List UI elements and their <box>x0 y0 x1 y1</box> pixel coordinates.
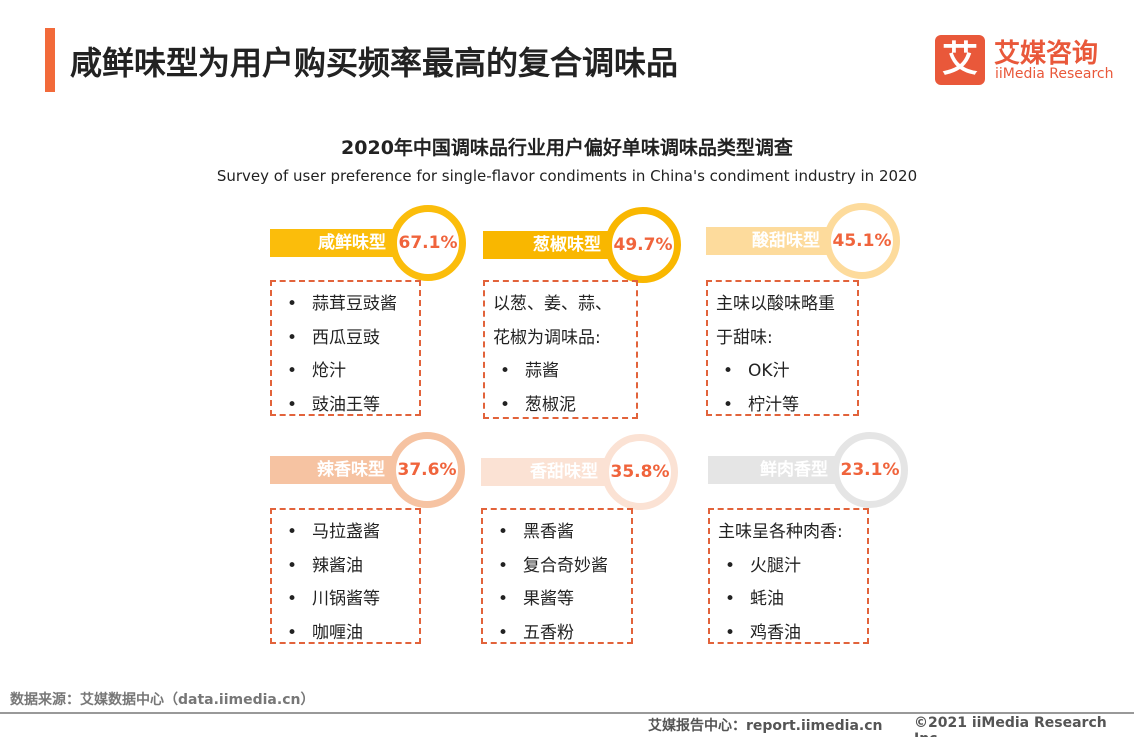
item-line: • 果酱等 <box>483 583 631 617</box>
detail-box: • 马拉盏酱 • 辣酱油 • 川锅酱等 • 咖喱油 <box>270 508 421 644</box>
logo-icon: 艾 <box>935 35 985 85</box>
item-line: • 咖喱油 <box>272 617 419 651</box>
item-line: • 豉油王等 <box>272 389 419 423</box>
item-text: 炝汁 <box>312 361 346 381</box>
item-text: 果酱等 <box>523 589 574 609</box>
bullet: • <box>286 361 298 381</box>
item-line: • 蚝油 <box>710 583 867 617</box>
item-text: 葱椒泥 <box>525 394 576 415</box>
subtitle-en: Survey of user preference for single-fla… <box>216 167 918 185</box>
item-text: OK汁 <box>748 361 790 381</box>
item-line: • 蒜酱 <box>485 355 636 389</box>
bullet: • <box>497 522 509 542</box>
detail-box: 主味呈各种肉香: • 火腿汁 • 蚝油 • 鸡香油 <box>708 508 869 644</box>
logo-en: iiMedia Research <box>995 66 1114 82</box>
detail-box: • 蒜茸豆豉酱 • 西瓜豆豉 • 炝汁 • 豉油王等 <box>270 280 421 416</box>
logo-name: 艾媒咨询 <box>994 39 1099 69</box>
bullet: • <box>724 589 736 609</box>
intro-line: 于甜味: <box>716 327 773 348</box>
percent-ring: 35.8% <box>602 434 678 510</box>
item-line: • 火腿汁 <box>710 550 867 584</box>
item-text: 复合奇妙酱 <box>523 555 608 576</box>
title-accent <box>45 28 55 92</box>
bullet: • <box>724 622 736 643</box>
item-text: 辣酱油 <box>312 555 363 576</box>
bullet: • <box>286 589 298 609</box>
percent-ring: 67.1% <box>390 205 466 281</box>
item-line: • OK汁 <box>708 355 857 389</box>
item-line: • 柠汁等 <box>708 389 857 423</box>
bullet: • <box>497 555 509 576</box>
item-text: 柠汁等 <box>748 394 799 415</box>
source: 数据来源：艾媒数据中心（data.iimedia.cn） <box>10 692 315 708</box>
item-text: 西瓜豆豉 <box>312 327 380 348</box>
item-text: 蒜茸豆豉酱 <box>312 294 397 314</box>
bullet: • <box>286 555 298 576</box>
bullet: • <box>499 394 511 415</box>
item-text: 蒜酱 <box>525 361 559 381</box>
bullet: • <box>286 327 298 348</box>
item-text: 豉油王等 <box>312 394 380 415</box>
item-text: 鸡香油 <box>750 622 801 643</box>
bullet: • <box>497 622 509 643</box>
item-text: 咖喱油 <box>312 622 363 643</box>
percent-ring: 37.6% <box>389 432 465 508</box>
percent-ring: 49.7% <box>605 207 681 283</box>
item-line: • 马拉盏酱 <box>272 516 419 550</box>
item-text: 蚝油 <box>750 589 784 609</box>
item-line: • 蒜茸豆豉酱 <box>272 288 419 322</box>
item-line: • 辣酱油 <box>272 550 419 584</box>
intro-line: 花椒为调味品: <box>493 327 601 348</box>
detail-box: 以葱、姜、蒜、 花椒为调味品: • 蒜酱 • 葱椒泥 <box>483 280 638 419</box>
item-line: • 鸡香油 <box>710 617 867 651</box>
item-text: 五香粉 <box>523 622 574 643</box>
item-line: • 复合奇妙酱 <box>483 550 631 584</box>
item-text: 川锅酱等 <box>312 589 380 609</box>
bullet: • <box>499 361 511 381</box>
item-text: 黑香酱 <box>523 522 574 542</box>
intro-line: 主味以酸味略重 <box>716 294 835 314</box>
bullet: • <box>497 589 509 609</box>
bullet: • <box>286 394 298 415</box>
bullet: • <box>724 555 736 576</box>
item-text: 火腿汁 <box>750 555 801 576</box>
intro-line: 以葱、姜、蒜、 <box>493 294 612 314</box>
item-line: • 炝汁 <box>272 355 419 389</box>
bullet: • <box>286 522 298 542</box>
bullet: • <box>286 294 298 314</box>
item-line: • 五香粉 <box>483 617 631 651</box>
percent-ring: 23.1% <box>832 432 908 508</box>
item-line: • 川锅酱等 <box>272 583 419 617</box>
copyright: ©2021 iiMedia Research Inc <box>914 715 1107 737</box>
percent-ring: 45.1% <box>824 203 900 279</box>
report-link: 艾媒报告中心：report.iimedia.cn <box>648 718 883 734</box>
item-line: • 葱椒泥 <box>485 389 636 423</box>
subtitle-cn: 2020年中国调味品行业用户偏好单味调味品类型调查 <box>341 137 793 159</box>
item-line: • 黑香酱 <box>483 516 631 550</box>
bullet: • <box>722 361 734 381</box>
page-title: 咸鲜味型为用户购买频率最高的复合调味品 <box>70 44 679 82</box>
item-line: • 西瓜豆豉 <box>272 322 419 356</box>
intro-line: 主味呈各种肉香: <box>718 522 843 542</box>
detail-box: • 黑香酱 • 复合奇妙酱 • 果酱等 • 五香粉 <box>481 508 633 644</box>
bullet: • <box>286 622 298 643</box>
detail-box: 主味以酸味略重 于甜味: • OK汁 • 柠汁等 <box>706 280 859 416</box>
item-text: 马拉盏酱 <box>312 522 380 542</box>
bullet: • <box>722 394 734 415</box>
footer-rule <box>0 712 1134 714</box>
